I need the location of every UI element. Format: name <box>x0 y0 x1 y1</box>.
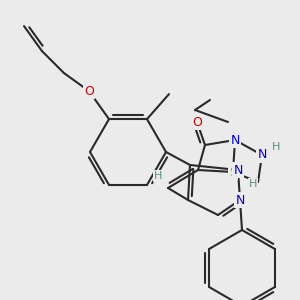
Text: N: N <box>235 194 245 206</box>
Text: O: O <box>192 116 202 128</box>
Text: N: N <box>257 148 267 161</box>
Text: N: N <box>233 164 243 176</box>
Text: N: N <box>230 134 240 146</box>
Text: O: O <box>84 85 94 98</box>
Text: H: H <box>249 179 257 189</box>
Text: H: H <box>272 142 280 152</box>
Text: H: H <box>154 171 162 181</box>
Text: S: S <box>229 166 237 178</box>
